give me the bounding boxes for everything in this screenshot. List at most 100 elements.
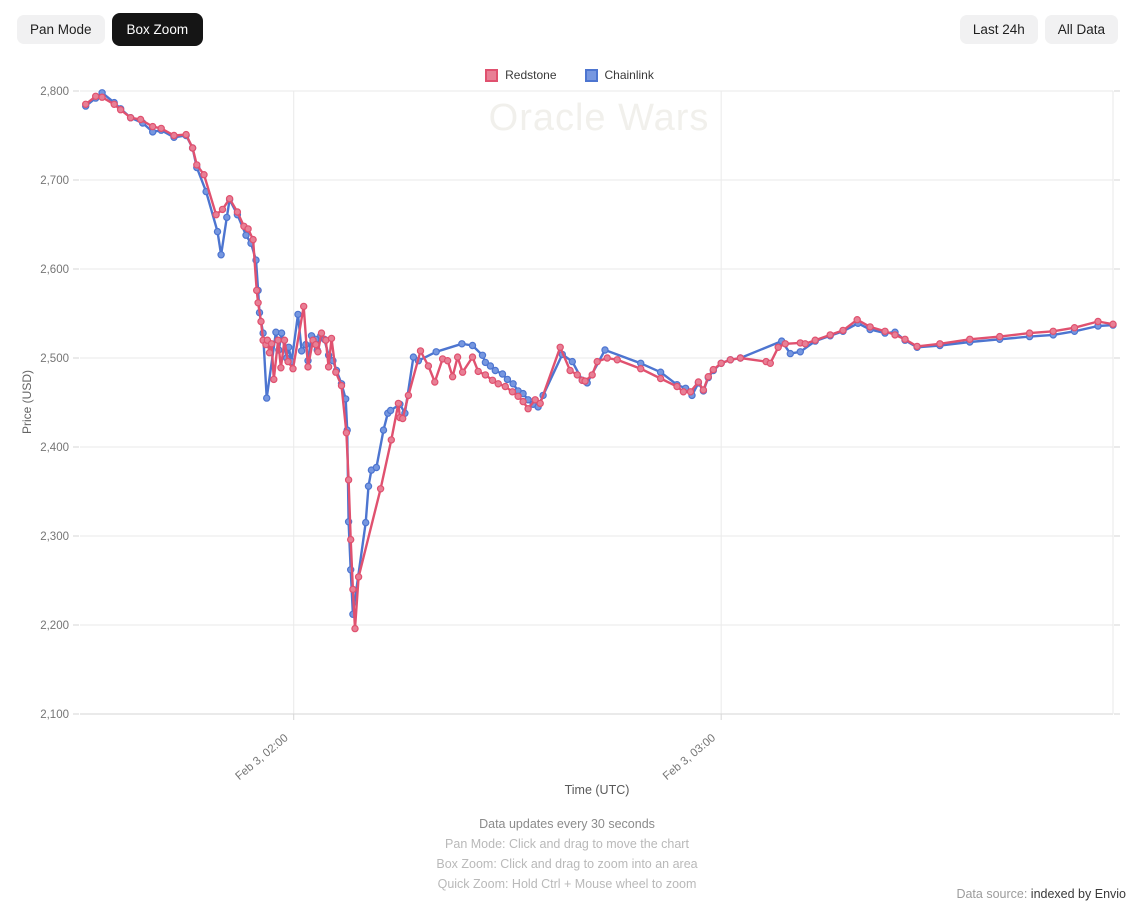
data-point-redstone bbox=[936, 340, 944, 348]
data-point-chainlink bbox=[468, 341, 477, 350]
data-point-redstone bbox=[387, 436, 395, 444]
data-point-redstone bbox=[766, 359, 775, 367]
data-point-redstone bbox=[673, 382, 681, 391]
data-point-redstone bbox=[443, 357, 452, 365]
data-point-redstone bbox=[317, 329, 326, 337]
data-point-chainlink bbox=[242, 231, 250, 239]
data-point-redstone bbox=[839, 326, 847, 335]
data-point-redstone bbox=[170, 131, 178, 140]
data-point-redstone bbox=[853, 316, 861, 324]
data-point-redstone bbox=[284, 357, 292, 366]
data-point-redstone bbox=[519, 397, 527, 406]
series-chainlink bbox=[81, 89, 1117, 619]
data-point-redstone bbox=[212, 210, 220, 219]
hint-box-zoom: Box Zoom: Click and drag to zoom into an… bbox=[436, 857, 698, 871]
data-point-redstone bbox=[342, 429, 351, 437]
data-point-chainlink bbox=[277, 329, 286, 337]
data-point-redstone bbox=[399, 414, 407, 423]
data-point-redstone bbox=[332, 368, 340, 376]
data-point-redstone bbox=[901, 335, 909, 343]
data-point-chainlink bbox=[503, 375, 512, 384]
data-point-redstone bbox=[866, 323, 874, 331]
data-point-redstone bbox=[327, 334, 336, 343]
data-point-redstone bbox=[314, 348, 322, 356]
data-point-redstone bbox=[536, 399, 544, 408]
data-point-chainlink bbox=[478, 351, 487, 359]
data-point-chainlink bbox=[223, 213, 231, 222]
data-point-redstone bbox=[603, 354, 611, 362]
data-point-redstone bbox=[726, 356, 735, 364]
chart-plot-area[interactable] bbox=[80, 91, 1113, 714]
data-point-chainlink bbox=[297, 347, 306, 355]
data-point-chainlink bbox=[509, 380, 517, 388]
data-point-redstone bbox=[404, 391, 413, 400]
data-point-chainlink bbox=[786, 349, 795, 358]
data-point-redstone bbox=[200, 170, 208, 179]
data-point-redstone bbox=[1070, 324, 1079, 332]
data-point-redstone bbox=[277, 364, 285, 372]
data-point-redstone bbox=[218, 205, 227, 214]
legend-item-chainlink[interactable]: Chainlink bbox=[584, 68, 654, 82]
data-point-redstone bbox=[613, 356, 621, 364]
data-point-redstone bbox=[514, 392, 522, 400]
data-point-redstone bbox=[686, 388, 695, 396]
legend-item-redstone[interactable]: Redstone bbox=[485, 68, 557, 82]
data-point-redstone bbox=[136, 115, 145, 124]
data-point-redstone bbox=[253, 286, 261, 295]
data-point-redstone bbox=[280, 336, 289, 344]
data-point-redstone bbox=[312, 340, 320, 349]
data-point-redstone bbox=[1025, 329, 1034, 337]
data-point-redstone bbox=[376, 485, 385, 493]
data-point-redstone bbox=[481, 371, 490, 379]
data-point-redstone bbox=[193, 161, 201, 169]
data-point-chainlink bbox=[263, 394, 271, 402]
data-point-redstone bbox=[431, 378, 439, 386]
data-point-redstone bbox=[699, 386, 708, 394]
data-point-redstone bbox=[416, 347, 425, 355]
datasource-label: Data source: bbox=[956, 887, 1028, 901]
y-tick-label: 2,200 bbox=[40, 620, 69, 632]
datasource-link[interactable]: indexed by Envio bbox=[1030, 887, 1126, 901]
data-point-chainlink bbox=[481, 358, 490, 367]
data-point-redstone bbox=[110, 100, 118, 109]
data-point-redstone bbox=[300, 302, 308, 311]
box-zoom-button[interactable]: Box Zoom bbox=[111, 13, 204, 46]
price-chart[interactable]: 2,100 2,200 2,300 2,400 2,500 2,600 2,700 2,800… bbox=[0, 0, 1139, 810]
x-tick-label: Feb 3, 03:00 bbox=[661, 732, 718, 783]
data-point-redstone bbox=[566, 366, 574, 375]
data-point-redstone bbox=[996, 332, 1004, 341]
y-axis-title: Price (USD) bbox=[20, 369, 34, 435]
data-point-redstone bbox=[524, 405, 532, 413]
chainlink-legend-swatch bbox=[584, 68, 598, 82]
data-point-redstone bbox=[126, 113, 135, 122]
data-point-chainlink bbox=[498, 370, 507, 378]
range-toolbar: Last 24h All Data bbox=[959, 15, 1118, 44]
data-point-redstone bbox=[424, 362, 433, 370]
footer-hints: Data updates every 30 seconds Pan Mode: … bbox=[436, 814, 697, 894]
data-point-redstone bbox=[249, 235, 257, 244]
y-tick-label: 2,500 bbox=[40, 353, 69, 365]
y-tick-label: 2,700 bbox=[40, 175, 69, 187]
pan-mode-button[interactable]: Pan Mode bbox=[17, 15, 105, 44]
data-point-redstone bbox=[881, 327, 889, 335]
last-24h-button[interactable]: Last 24h bbox=[959, 15, 1038, 44]
data-point-chainlink bbox=[364, 482, 373, 490]
data-point-redstone bbox=[468, 353, 477, 361]
datasource-note: Data source: indexed by Envio bbox=[956, 887, 1126, 901]
data-point-redstone bbox=[289, 365, 297, 373]
data-point-redstone bbox=[182, 130, 190, 139]
hint-quick-zoom: Quick Zoom: Hold Ctrl + Mouse wheel to z… bbox=[437, 877, 697, 891]
all-data-button[interactable]: All Data bbox=[1044, 15, 1118, 44]
data-point-redstone bbox=[354, 573, 363, 581]
data-point-redstone bbox=[679, 388, 688, 396]
data-point-redstone bbox=[556, 343, 564, 351]
data-point-redstone bbox=[116, 105, 125, 114]
legend-label-redstone: Redstone bbox=[505, 68, 557, 82]
data-point-redstone bbox=[531, 396, 539, 404]
data-point-chainlink bbox=[432, 348, 440, 356]
data-point-chainlink bbox=[294, 310, 302, 319]
data-point-redstone bbox=[694, 378, 703, 386]
y-tick-label: 2,400 bbox=[40, 442, 69, 454]
data-point-redstone bbox=[257, 317, 265, 326]
data-point-redstone bbox=[81, 100, 90, 109]
